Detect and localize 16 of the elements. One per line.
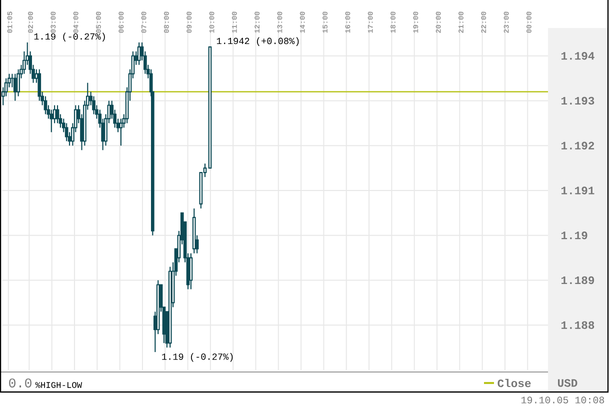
- annotation: 1.1942 (+0.08%): [216, 37, 299, 46]
- text: 19.10.05 10:08: [521, 396, 604, 404]
- annotation: 1.19 (-0.27%): [162, 352, 233, 362]
- legend-label: Close: [498, 378, 531, 388]
- candlestick: [92, 96, 96, 115]
- annotation: 1.19 (-0.27%): [34, 32, 105, 42]
- y-tick-label: 1.193: [561, 96, 594, 105]
- y-tick-label: 1.192: [561, 142, 594, 150]
- text: 0.0: [9, 378, 32, 388]
- y-tick-label: 1.191: [561, 186, 594, 194]
- y-tick-label: 1.188: [561, 321, 594, 329]
- y-axis-title: USD: [558, 379, 578, 387]
- y-tick-label: 1.189: [561, 276, 594, 284]
- text: %HIGH-LOW: [35, 382, 82, 388]
- y-tick-label: 1.19: [561, 232, 588, 240]
- y-tick-label: 1.194: [561, 52, 594, 60]
